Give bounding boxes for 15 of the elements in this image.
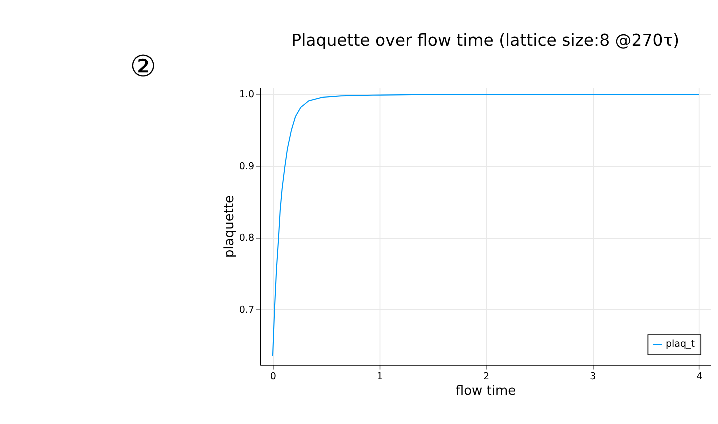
legend-label: plaq_t bbox=[666, 339, 696, 350]
text: ② bbox=[130, 49, 156, 84]
x-tick-label: 4 bbox=[696, 371, 703, 382]
x-axis-title: flow time bbox=[456, 384, 516, 399]
chart-title: Plaquette over flow time (lattice size:8 @270τ) bbox=[292, 30, 680, 50]
y-axis-title: plaquette bbox=[222, 195, 238, 258]
y-tick-label: 1.0 bbox=[239, 90, 255, 101]
x-tick-label: 1 bbox=[376, 371, 383, 382]
x-tick-label: 3 bbox=[590, 371, 596, 382]
x-tick-label: 2 bbox=[484, 371, 490, 382]
y-tick-label: 0.9 bbox=[239, 161, 255, 172]
x-tick-label: 0 bbox=[270, 371, 276, 382]
y-tick-label: 0.8 bbox=[239, 233, 255, 244]
line-series bbox=[272, 94, 700, 357]
y-tick-label: 0.7 bbox=[239, 304, 255, 316]
